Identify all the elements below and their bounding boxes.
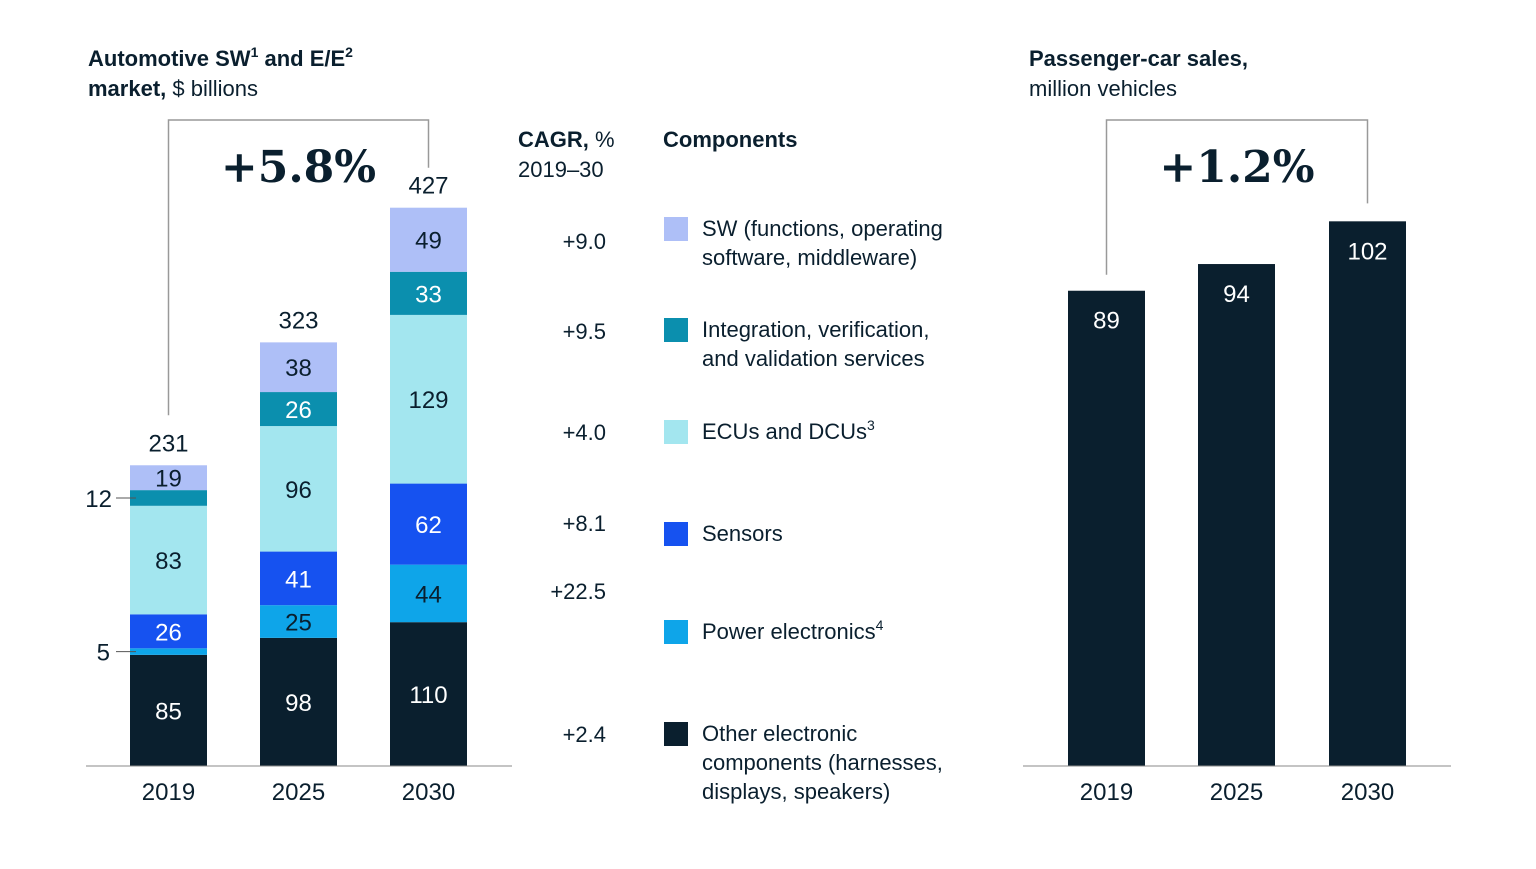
bar-segment-2030-0 (390, 622, 467, 766)
callout-label-power: 5 (97, 640, 110, 667)
segment-label-2030-3: 129 (408, 387, 448, 414)
sales-bar-2019 (1068, 290, 1145, 766)
total-label-2030: 427 (408, 173, 448, 200)
segment-label-2030-2: 62 (415, 512, 442, 539)
segment-label-2025-1: 25 (285, 610, 312, 637)
x-tick-2025: 2025 (272, 779, 325, 806)
bar-segment-2019-1 (130, 648, 207, 655)
legend-cagr-0: +9.0 (563, 229, 606, 254)
legend-swatch-4 (664, 620, 688, 644)
market-chart-subtitle: market, $ billions (88, 76, 258, 101)
total-label-2025: 323 (278, 307, 318, 334)
bar-segment-2030-3 (390, 314, 467, 484)
legend-swatch-5 (664, 722, 688, 746)
segment-label-2019-2: 26 (155, 619, 182, 646)
sales-cagr-label: +1.2% (1159, 142, 1314, 193)
segment-label-2030-5: 49 (415, 228, 442, 255)
bar-segment-2030-2 (390, 483, 467, 565)
bar-segment-2025-1 (260, 605, 337, 638)
components-header: Components (663, 127, 797, 152)
legend-cagr-5: +2.4 (563, 722, 606, 747)
legend-swatch-1 (664, 318, 688, 342)
legend-label-1-0: Integration, verification, (702, 317, 929, 342)
segment-label-2019-0: 85 (155, 698, 182, 725)
bar-segment-2030-4 (390, 271, 467, 315)
legend-cagr-1: +9.5 (563, 319, 606, 344)
legend-cagr-2: +4.0 (563, 420, 606, 445)
legend-label-4-0: Power electronics4 (702, 617, 884, 644)
bar-segment-2025-3 (260, 426, 337, 552)
bar-segment-2025-5 (260, 342, 337, 393)
legend-label-0-1: software, middleware) (702, 245, 917, 270)
segment-label-2025-3: 96 (285, 477, 312, 504)
legend-label-5-0: Other electronic (702, 721, 857, 746)
legend-swatch-3 (664, 522, 688, 546)
sales-x-tick-2019: 2019 (1080, 779, 1133, 806)
segment-label-2025-4: 26 (285, 397, 312, 424)
sales-chart-title: Passenger-car sales, (1029, 46, 1248, 71)
bar-segment-2030-1 (390, 564, 467, 623)
cagr-period: 2019–30 (518, 157, 604, 182)
sales-bar-2030 (1329, 221, 1406, 766)
bar-segment-2019-4 (130, 490, 207, 506)
market-cagr-bracket (167, 119, 430, 416)
sales-value-2025: 94 (1223, 281, 1250, 308)
sales-cagr-bracket (1105, 119, 1369, 275)
bar-segment-2025-0 (260, 637, 337, 766)
callout-label-integration: 12 (85, 486, 112, 513)
legend-cagr-3: +8.1 (563, 511, 606, 536)
legend-label-5-2: displays, speakers) (702, 779, 890, 804)
legend-label-1-1: and validation services (702, 346, 925, 371)
sales-chart-subtitle: million vehicles (1029, 76, 1177, 101)
total-label-2019: 231 (148, 430, 188, 457)
market-chart-title: Automotive SW1 and E/E2 (88, 44, 353, 71)
segment-label-2030-4: 33 (415, 281, 442, 308)
x-tick-2019: 2019 (142, 779, 195, 806)
segment-label-2030-1: 44 (415, 581, 442, 608)
legend-swatch-0 (664, 217, 688, 241)
x-tick-2030: 2030 (402, 779, 455, 806)
legend-label-3-0: Sensors (702, 521, 783, 546)
cagr-header: CAGR, % (518, 127, 615, 152)
sales-x-tick-2030: 2030 (1341, 779, 1394, 806)
legend-swatch-2 (664, 420, 688, 444)
segment-label-2025-5: 38 (285, 355, 312, 382)
sales-bar-2025 (1198, 264, 1275, 766)
legend-label-2-0: ECUs and DCUs3 (702, 417, 875, 444)
segment-label-2019-5: 19 (155, 466, 182, 493)
bar-segment-2019-3 (130, 505, 207, 615)
sales-x-tick-2025: 2025 (1210, 779, 1263, 806)
segment-label-2025-2: 41 (285, 566, 312, 593)
legend-cagr-4: +22.5 (550, 579, 606, 604)
sales-value-2019: 89 (1093, 308, 1120, 335)
segment-label-2030-0: 110 (409, 682, 447, 709)
bar-segment-2030-5 (390, 207, 467, 272)
legend-label-5-1: components (harnesses, (702, 750, 943, 775)
sales-value-2030: 102 (1347, 238, 1387, 265)
legend-label-0-0: SW (functions, operating (702, 216, 943, 241)
bar-segment-2019-0 (130, 654, 207, 766)
bar-segment-2025-2 (260, 551, 337, 606)
segment-label-2025-0: 98 (285, 690, 312, 717)
bar-segment-2019-2 (130, 614, 207, 649)
segment-label-2019-3: 83 (155, 548, 182, 575)
bar-segment-2019-5 (130, 465, 207, 491)
bar-segment-2025-4 (260, 392, 337, 427)
market-cagr-label: +5.8% (221, 142, 376, 193)
